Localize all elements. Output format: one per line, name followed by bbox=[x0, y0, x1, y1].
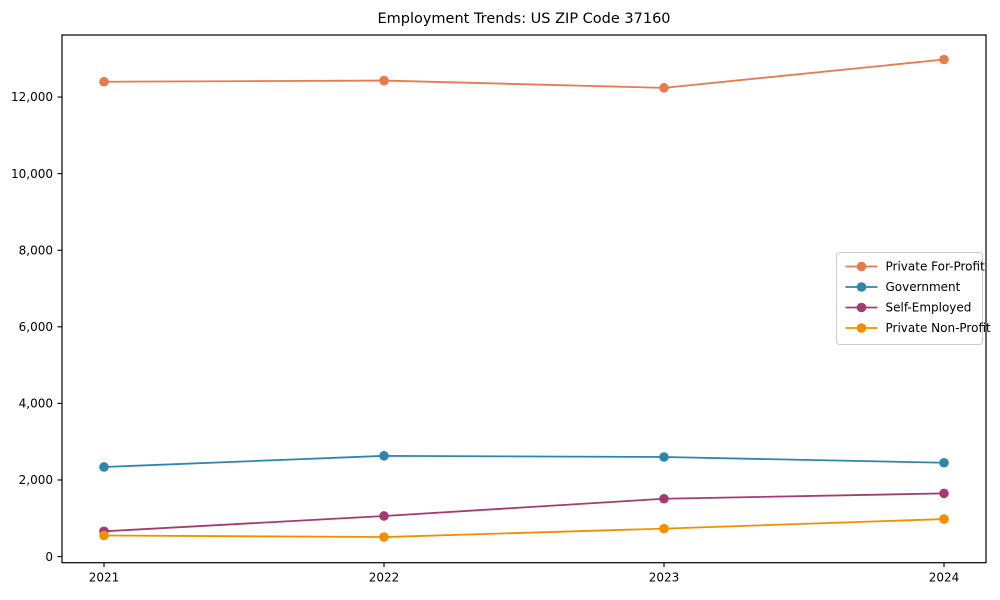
x-axis-tick-label: 2022 bbox=[369, 571, 400, 585]
data-point-marker-government bbox=[379, 451, 389, 461]
chart-title: Employment Trends: US ZIP Code 37160 bbox=[377, 11, 671, 27]
legend-box bbox=[836, 252, 983, 345]
y-axis-tick-label: 0 bbox=[45, 550, 53, 564]
legend-marker bbox=[856, 302, 867, 313]
data-point-marker-private-for-profit bbox=[939, 54, 949, 65]
legend-label: Government bbox=[886, 280, 961, 294]
y-axis-tick-label: 6,000 bbox=[19, 320, 53, 334]
series-line-self-employed bbox=[103, 492, 945, 533]
data-point-marker-private-non-profit bbox=[659, 523, 669, 534]
series-line-government bbox=[103, 454, 945, 468]
y-axis-tick-label: 8,000 bbox=[19, 243, 53, 257]
data-point-marker-self-employed bbox=[939, 488, 949, 499]
y-axis-tick-label: 10,000 bbox=[11, 167, 53, 181]
plot-area-border bbox=[61, 34, 987, 564]
data-point-marker-self-employed bbox=[659, 493, 669, 504]
data-point-marker-private-non-profit bbox=[379, 532, 389, 542]
series-line-private-non-profit bbox=[103, 518, 945, 538]
x-axis-tick-label: 2021 bbox=[89, 571, 120, 585]
data-point-marker-self-employed bbox=[379, 511, 389, 521]
data-point-marker-private-for-profit bbox=[659, 83, 669, 93]
legend-label: Private Non-Profit bbox=[886, 321, 992, 335]
data-point-marker-private-for-profit bbox=[379, 75, 389, 86]
legend-label: Private For-Profit bbox=[886, 260, 986, 274]
y-axis-tick-label: 2,000 bbox=[19, 473, 53, 487]
legend-label: Self-Employed bbox=[886, 301, 972, 315]
x-axis-tick-label: 2024 bbox=[929, 571, 960, 585]
legend-marker bbox=[856, 282, 867, 292]
legend-marker bbox=[856, 261, 867, 272]
data-point-marker-government bbox=[659, 452, 669, 462]
y-axis-tick-label: 12,000 bbox=[11, 90, 53, 104]
data-point-marker-government bbox=[939, 457, 949, 468]
data-point-marker-private-for-profit bbox=[99, 76, 109, 87]
data-point-marker-private-non-profit bbox=[99, 530, 109, 541]
data-point-marker-private-non-profit bbox=[939, 514, 949, 524]
x-axis-tick-label: 2023 bbox=[649, 571, 680, 585]
y-axis-tick-label: 4,000 bbox=[19, 397, 53, 411]
series-line-private-for-profit bbox=[103, 58, 945, 89]
legend-marker bbox=[856, 323, 867, 333]
data-point-marker-government bbox=[99, 462, 109, 472]
